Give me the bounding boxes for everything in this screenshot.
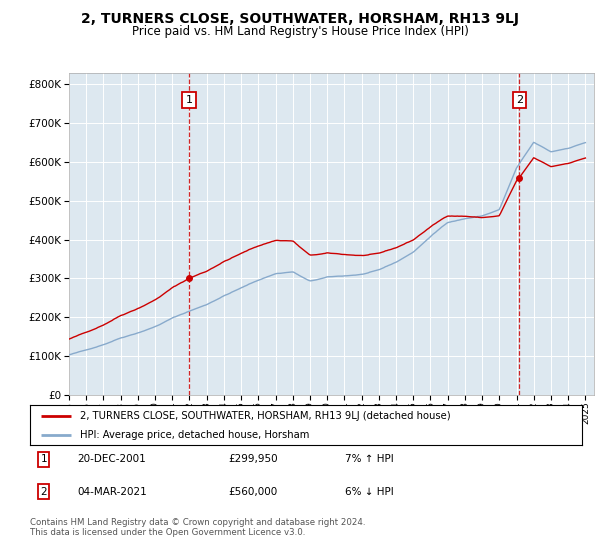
- Text: 7% ↑ HPI: 7% ↑ HPI: [344, 454, 394, 464]
- Text: 20-DEC-2001: 20-DEC-2001: [77, 454, 146, 464]
- Text: 2, TURNERS CLOSE, SOUTHWATER, HORSHAM, RH13 9LJ: 2, TURNERS CLOSE, SOUTHWATER, HORSHAM, R…: [81, 12, 519, 26]
- Text: 04-MAR-2021: 04-MAR-2021: [77, 487, 146, 497]
- Text: 2: 2: [516, 95, 523, 105]
- Text: Contains HM Land Registry data © Crown copyright and database right 2024.
This d: Contains HM Land Registry data © Crown c…: [30, 518, 365, 538]
- Text: Price paid vs. HM Land Registry's House Price Index (HPI): Price paid vs. HM Land Registry's House …: [131, 25, 469, 38]
- Text: HPI: Average price, detached house, Horsham: HPI: Average price, detached house, Hors…: [80, 430, 309, 440]
- Text: £299,950: £299,950: [229, 454, 278, 464]
- Text: 2: 2: [40, 487, 47, 497]
- Text: £560,000: £560,000: [229, 487, 278, 497]
- Text: 2, TURNERS CLOSE, SOUTHWATER, HORSHAM, RH13 9LJ (detached house): 2, TURNERS CLOSE, SOUTHWATER, HORSHAM, R…: [80, 411, 451, 421]
- Text: 6% ↓ HPI: 6% ↓ HPI: [344, 487, 394, 497]
- Text: 1: 1: [40, 454, 47, 464]
- Text: 1: 1: [185, 95, 193, 105]
